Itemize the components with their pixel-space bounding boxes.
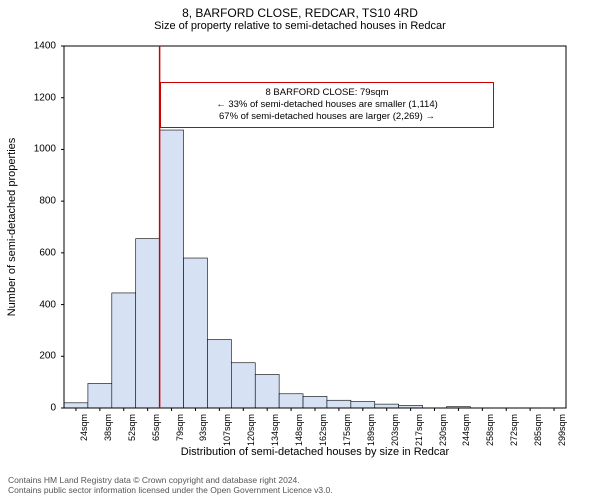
x-tick-label: 299sqm — [557, 414, 567, 446]
x-tick-label: 162sqm — [318, 414, 328, 446]
y-tick-label: 400 — [20, 299, 56, 310]
x-tick-label: 217sqm — [414, 414, 424, 446]
x-tick-label: 93sqm — [198, 414, 208, 441]
y-tick-label: 1200 — [20, 92, 56, 103]
x-tick-label: 24sqm — [79, 414, 89, 441]
x-tick-label: 107sqm — [222, 414, 232, 446]
x-tick-label: 175sqm — [342, 414, 352, 446]
y-tick-label: 0 — [20, 403, 56, 414]
x-tick-label: 120sqm — [246, 414, 256, 446]
y-tick-label: 600 — [20, 247, 56, 258]
x-tick-label: 285sqm — [533, 414, 543, 446]
chart-subtitle: Size of property relative to semi-detach… — [0, 20, 600, 33]
x-axis-label: Distribution of semi-detached houses by … — [60, 446, 570, 458]
x-tick-label: 148sqm — [294, 414, 304, 446]
x-tick-label: 79sqm — [175, 414, 185, 441]
callout-box: 8 BARFORD CLOSE: 79sqm← 33% of semi-deta… — [160, 82, 494, 128]
x-tick-label: 230sqm — [438, 414, 448, 446]
y-tick-label: 1000 — [20, 144, 56, 155]
callout-line-3: 67% of semi-detached houses are larger (… — [169, 111, 485, 123]
y-tick-label: 1400 — [20, 41, 56, 52]
chart-container: 8, BARFORD CLOSE, REDCAR, TS10 4RD Size … — [0, 0, 600, 500]
y-axis-label: Number of semi-detached properties — [6, 42, 18, 412]
chart-title: 8, BARFORD CLOSE, REDCAR, TS10 4RD — [0, 0, 600, 20]
footnote: Contains HM Land Registry data © Crown c… — [8, 476, 592, 496]
x-tick-label: 244sqm — [461, 414, 471, 446]
y-tick-label: 200 — [20, 351, 56, 362]
footnote-line-2: Contains public sector information licen… — [8, 485, 333, 495]
x-tick-label: 258sqm — [485, 414, 495, 446]
y-tick-label: 800 — [20, 196, 56, 207]
x-tick-label: 203sqm — [390, 414, 400, 446]
x-tick-label: 52sqm — [127, 414, 137, 441]
callout-line-1: 8 BARFORD CLOSE: 79sqm — [169, 87, 485, 99]
callout-line-2: ← 33% of semi-detached houses are smalle… — [169, 99, 485, 111]
x-tick-label: 134sqm — [270, 414, 280, 446]
footnote-line-1: Contains HM Land Registry data © Crown c… — [8, 475, 300, 485]
x-tick-label: 65sqm — [151, 414, 161, 441]
x-tick-label: 38sqm — [103, 414, 113, 441]
x-tick-label: 272sqm — [509, 414, 519, 446]
x-tick-label: 189sqm — [366, 414, 376, 446]
